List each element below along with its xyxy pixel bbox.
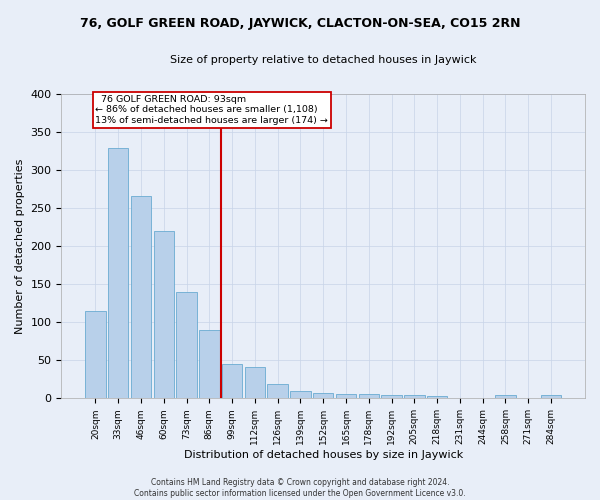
Bar — [131, 196, 151, 398]
Bar — [154, 230, 174, 398]
Bar — [108, 148, 128, 398]
Y-axis label: Number of detached properties: Number of detached properties — [15, 158, 25, 334]
Bar — [199, 330, 220, 398]
Text: 76 GOLF GREEN ROAD: 93sqm
← 86% of detached houses are smaller (1,108)
13% of se: 76 GOLF GREEN ROAD: 93sqm ← 86% of detac… — [95, 95, 328, 125]
Bar — [313, 393, 334, 398]
Text: 76, GOLF GREEN ROAD, JAYWICK, CLACTON-ON-SEA, CO15 2RN: 76, GOLF GREEN ROAD, JAYWICK, CLACTON-ON… — [80, 18, 520, 30]
Bar — [404, 396, 425, 398]
Bar — [495, 396, 515, 398]
Bar — [245, 367, 265, 398]
Text: Contains HM Land Registry data © Crown copyright and database right 2024.
Contai: Contains HM Land Registry data © Crown c… — [134, 478, 466, 498]
Bar — [427, 396, 448, 398]
Bar — [85, 310, 106, 398]
Bar — [336, 394, 356, 398]
Title: Size of property relative to detached houses in Jaywick: Size of property relative to detached ho… — [170, 55, 476, 65]
Bar — [268, 384, 288, 398]
Bar — [222, 364, 242, 398]
Bar — [381, 396, 402, 398]
Bar — [176, 292, 197, 399]
Bar — [541, 396, 561, 398]
Bar — [290, 392, 311, 398]
X-axis label: Distribution of detached houses by size in Jaywick: Distribution of detached houses by size … — [184, 450, 463, 460]
Bar — [359, 394, 379, 398]
